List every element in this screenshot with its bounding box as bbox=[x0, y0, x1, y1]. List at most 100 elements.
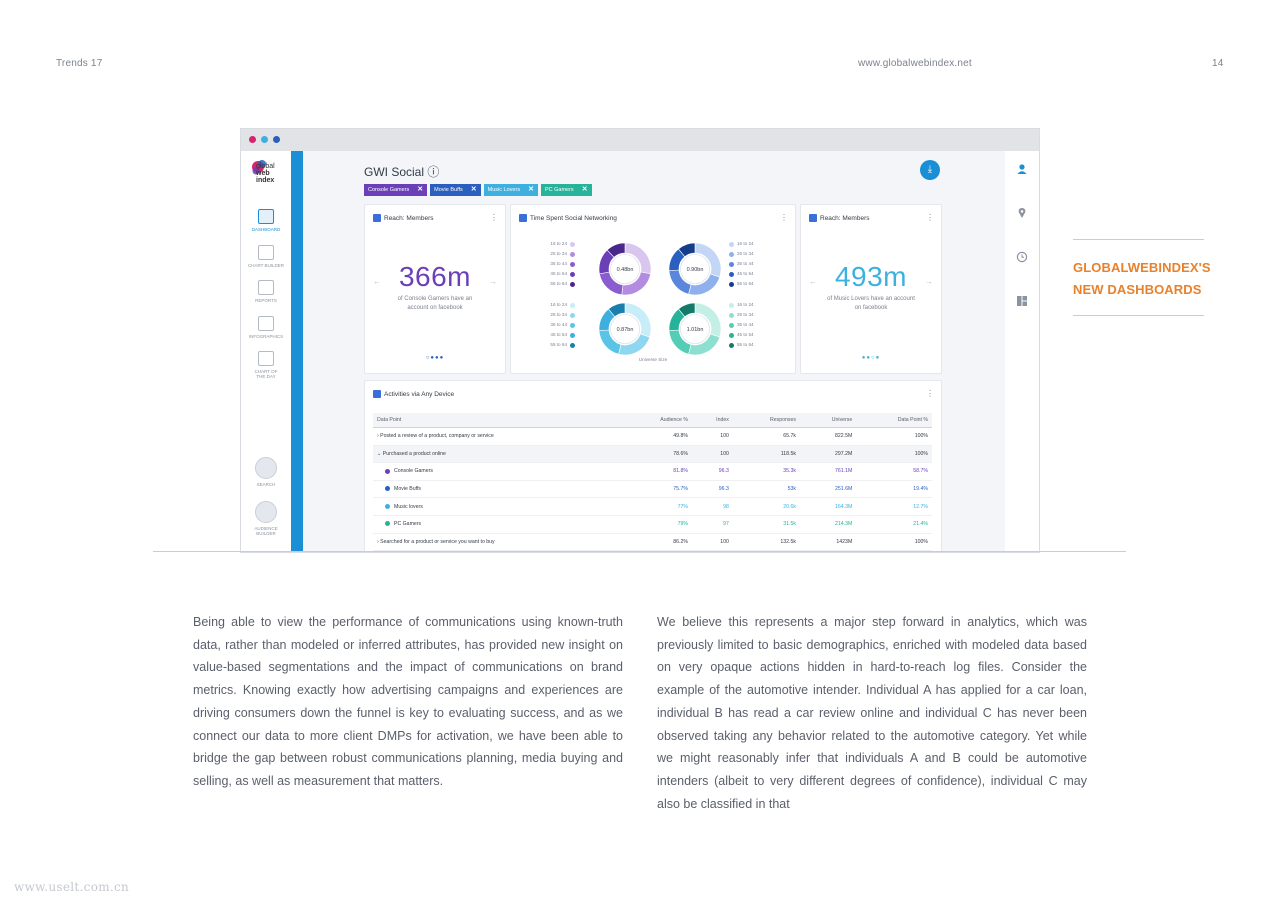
legend-item: 35 to 44 bbox=[729, 259, 783, 269]
close-icon[interactable]: ✕ bbox=[581, 186, 588, 193]
location-icon[interactable] bbox=[1016, 207, 1028, 219]
chip-console-gamers[interactable]: Console Gamers ✕ bbox=[364, 184, 428, 196]
legend-item: 25 to 34 bbox=[521, 249, 575, 259]
series-bullet bbox=[385, 468, 390, 474]
table-row[interactable]: ⌄ Purchased a product online 78.6% 100 118.… bbox=[373, 445, 932, 464]
row-label: Music lovers bbox=[373, 497, 622, 516]
table-cell: 35.3k bbox=[732, 462, 800, 481]
legend-item: 16 to 24 bbox=[521, 239, 575, 249]
donut-center-label: 1.01bn bbox=[687, 327, 704, 333]
column-header[interactable]: Data Point % bbox=[856, 413, 932, 428]
legend-label: 16 to 24 bbox=[550, 241, 567, 246]
reach-card-music-lovers: Reach: Members ⋮ ← → 493m of Music Lover… bbox=[800, 204, 942, 374]
chip-movie-buffs[interactable]: Movie Buffs ✕ bbox=[430, 184, 481, 196]
table-row[interactable]: Music lovers 77% 98 20.6k 164.3M 12.7% bbox=[373, 497, 932, 516]
table-cell: 132.5k bbox=[732, 533, 800, 552]
legend-swatch bbox=[729, 251, 734, 257]
table-cell: 100 bbox=[691, 445, 733, 464]
legend-item: 35 to 44 bbox=[521, 259, 575, 269]
previous-arrow-icon[interactable]: ← bbox=[373, 277, 381, 286]
table-cell: 75.7% bbox=[621, 480, 692, 499]
dashboard-main: GWI Social ⓘ ⤓ Console Gamers ✕ Movie Buf… bbox=[303, 151, 1005, 552]
chip-pc-gamers[interactable]: PC Gamers ✕ bbox=[540, 184, 592, 196]
column-header[interactable]: Responses bbox=[732, 413, 800, 428]
close-icon[interactable]: ✕ bbox=[470, 186, 477, 193]
row-label: PC Gamers bbox=[373, 515, 622, 534]
nav-item-reports[interactable]: REPORTS bbox=[241, 280, 291, 303]
table-row[interactable]: PC Gamers 79% 97 31.5k 214.3M 21.4% bbox=[373, 515, 932, 534]
nav-item-audience-builder[interactable]: AUDIENCE BUILDER bbox=[241, 501, 291, 536]
legend-item: 25 to 34 bbox=[729, 249, 783, 259]
clock-icon[interactable] bbox=[1016, 251, 1028, 263]
audience-icon bbox=[255, 501, 277, 523]
more-options-icon[interactable]: ⋮ bbox=[926, 213, 934, 222]
watermark: www.uselt.com.cn bbox=[14, 880, 130, 894]
logo-icon bbox=[252, 160, 266, 175]
nav-item-infographics[interactable]: INFOGRAPHICS bbox=[241, 316, 291, 339]
nav-label: SEARCH bbox=[256, 482, 276, 487]
legend-label: 55 to 64 bbox=[550, 281, 567, 286]
column-header[interactable]: Audience % bbox=[621, 413, 692, 428]
column-header[interactable]: Universe bbox=[799, 413, 857, 428]
table-row[interactable]: › Searched for a product or service you … bbox=[373, 533, 932, 552]
nav-item-search[interactable]: SEARCH bbox=[241, 457, 291, 487]
previous-arrow-icon[interactable]: ← bbox=[809, 277, 817, 286]
legend-item: 35 to 44 bbox=[521, 320, 575, 330]
more-options-icon[interactable]: ⋮ bbox=[926, 389, 934, 398]
legend-swatch bbox=[570, 271, 575, 277]
donut-center bbox=[680, 314, 710, 344]
legend-swatch bbox=[729, 281, 734, 287]
card-header: Activities via Any Device bbox=[373, 390, 454, 398]
user-icon[interactable] bbox=[1016, 163, 1028, 175]
carousel-pager[interactable]: ●●○● bbox=[861, 355, 881, 361]
reports-icon bbox=[258, 280, 274, 295]
dashboard-icon[interactable] bbox=[1016, 295, 1028, 307]
window-dot-icon bbox=[273, 136, 280, 143]
sidebar-collapse-strip[interactable] bbox=[291, 151, 303, 552]
legend-item: 55 to 64 bbox=[729, 279, 783, 289]
download-button[interactable]: ⤓ bbox=[920, 160, 940, 180]
more-options-icon[interactable]: ⋮ bbox=[490, 213, 498, 222]
table-row[interactable]: Movie Buffs 75.7% 96.3 53k 251.6M 19.4% bbox=[373, 480, 932, 499]
carousel-pager[interactable]: ○●●● bbox=[425, 355, 445, 361]
legend-label: 35 to 44 bbox=[737, 322, 754, 327]
legend-swatch bbox=[570, 312, 575, 318]
activities-table: Data Point Audience % Index Responses Univer… bbox=[373, 413, 932, 552]
next-arrow-icon[interactable]: → bbox=[489, 277, 497, 286]
column-header[interactable]: Index bbox=[691, 413, 733, 428]
close-icon[interactable]: ✕ bbox=[528, 186, 534, 193]
nav-label: DASHBOARD bbox=[251, 227, 281, 232]
donut-center-label: 0.48bn bbox=[617, 267, 634, 273]
chip-music-lovers[interactable]: Music Lovers ✕ bbox=[483, 184, 538, 196]
table-row[interactable]: Console Gamers 81.8% 96.3 35.3k 761.1M 58.7% bbox=[373, 462, 932, 481]
nav-item-dashboard[interactable]: DASHBOARD bbox=[241, 209, 291, 232]
legend-swatch bbox=[570, 332, 575, 338]
legend-swatch bbox=[570, 251, 575, 257]
table-cell: 21.4% bbox=[856, 515, 932, 534]
more-options-icon[interactable]: ⋮ bbox=[780, 213, 788, 222]
chart-icon bbox=[258, 245, 274, 260]
card-header: Reach: Members bbox=[809, 214, 870, 222]
next-arrow-icon[interactable]: → bbox=[925, 277, 933, 286]
table-cell: 49.8% bbox=[621, 427, 692, 446]
table-cell: 58.7% bbox=[856, 462, 932, 481]
legend-item: 55 to 64 bbox=[521, 340, 575, 350]
legend-swatch bbox=[570, 261, 575, 267]
running-header-url: www.globalwebindex.net bbox=[858, 58, 972, 69]
legend-item: 45 to 54 bbox=[729, 269, 783, 279]
close-icon[interactable]: ✕ bbox=[417, 186, 424, 193]
nav-label: INFOGRAPHICS bbox=[248, 334, 284, 339]
legend-right-top: 16 to 24 25 to 34 35 to 44 45 to 54 55 to 64 bbox=[729, 239, 783, 289]
table-row[interactable]: › Posted a review of a product, company … bbox=[373, 427, 932, 446]
side-heading-line: GLOBALWEBINDEX'S bbox=[1073, 260, 1211, 275]
nav-item-chart-builder[interactable]: CHART BUILDER bbox=[241, 245, 291, 268]
legend-swatch bbox=[729, 241, 734, 247]
legend-label: 55 to 64 bbox=[550, 342, 567, 347]
table-cell: 761.1M bbox=[799, 462, 857, 481]
card-title: Activities via Any Device bbox=[384, 390, 455, 398]
chip-label: Console Gamers bbox=[368, 187, 410, 193]
browser-titlebar bbox=[241, 129, 1039, 151]
column-header[interactable]: Data Point bbox=[373, 413, 622, 428]
legend-swatch bbox=[729, 271, 734, 277]
nav-item-chart-of-the-day[interactable]: CHART OF THE DAY bbox=[241, 351, 291, 379]
